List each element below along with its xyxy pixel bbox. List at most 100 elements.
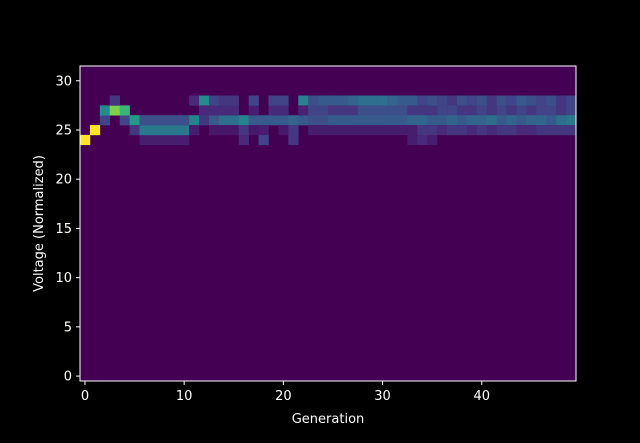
heatmap-cell [536,105,547,116]
heatmap-cell [347,115,359,126]
heatmap-cell [228,125,240,136]
heatmap-cell [417,134,428,146]
y-axis-label: Voltage (Normalized) [32,155,47,292]
heatmap-cell [337,115,349,126]
heatmap-cell [189,115,200,126]
heatmap-cell [238,115,249,126]
heatmap-cell [119,105,130,116]
heatmap-cell [208,115,220,126]
heatmap-cell [377,125,388,136]
heatmap-cell [318,105,329,116]
heatmap-cell [566,115,577,126]
heatmap-cell [208,105,220,116]
heatmap-cell [139,115,150,126]
heatmap-cell [278,105,289,116]
heatmap-cell [347,105,359,116]
heatmap-cell [149,115,160,126]
heatmap-cell [288,134,299,146]
heatmap-cell [556,105,567,116]
heatmap-cell [288,125,299,136]
heatmap-cell [546,125,557,136]
heatmap-cell [248,125,259,136]
heatmap-cell [159,125,170,136]
heatmap-cell [218,95,230,106]
heatmap-cell [89,125,101,136]
heatmap-cell [109,95,120,106]
heatmap-cell [258,125,269,136]
heatmap-cell [337,95,349,106]
heatmap-cell [506,115,517,126]
y-tick-label: 10 [55,271,72,286]
heatmap-cell [337,105,349,116]
heatmap-cell [397,115,408,126]
heatmap-cell [367,105,378,116]
heatmap-cell [377,95,388,106]
heatmap-cell [278,95,289,106]
heatmap-cell [367,125,378,136]
heatmap-cell [357,115,368,126]
heatmap-cell [228,105,240,116]
heatmap-cell [347,95,359,106]
heatmap-cell [456,95,468,106]
heatmap-cells [80,95,577,146]
heatmap-cell [238,125,249,136]
heatmap-cell [208,125,220,136]
heatmap-cell [496,115,507,126]
y-tick-label: 0 [64,370,72,385]
heatmap-cell [566,95,577,106]
heatmap-cell [357,125,368,136]
heatmap-cell [476,95,488,106]
heatmap-cell [199,115,210,126]
heatmap-cell [258,134,269,146]
heatmap-cell [248,105,259,116]
heatmap-cell [248,115,259,126]
x-axis-ticks: 0 10 20 30 40 [81,381,490,404]
heatmap-cell [318,115,329,126]
y-tick-label: 30 [55,74,72,89]
heatmap-cell [308,115,319,126]
heatmap-cell [506,105,517,116]
heatmap-cell [437,115,448,126]
heatmap-cell [129,115,140,126]
heatmap-cell [476,115,488,126]
heatmap-cell [199,95,210,106]
heatmap-cell [169,134,180,146]
heatmap-cell [357,105,368,116]
heatmap-cell [476,125,488,136]
heatmap-cell [516,125,527,136]
heatmap-cell [417,95,428,106]
heatmap-cell [566,105,577,116]
heatmap-cell [208,95,220,106]
heatmap-cell [248,95,259,106]
heatmap-cell [347,125,359,136]
heatmap-cell [407,105,418,116]
heatmap-cell [308,95,319,106]
heatmap-cell [546,95,557,106]
heatmap-cell [526,105,537,116]
heatmap-cell [427,134,438,146]
heatmap-cell [268,115,279,126]
heatmap-cell [397,95,408,106]
heatmap-cell [268,105,279,116]
heatmap-cell [169,115,180,126]
heatmap-cell [308,105,319,116]
heatmap-cell [476,105,488,116]
heatmap-cell [447,125,458,136]
heatmap-cell [526,125,537,136]
heatmap-cell [258,115,269,126]
y-tick-label: 15 [55,222,72,237]
heatmap-cell [367,115,378,126]
heatmap-cell [556,115,567,126]
heatmap-cell [298,95,309,106]
heatmap-cell [486,125,497,136]
heatmap-cell [417,125,428,136]
heatmap-cell [268,95,279,106]
heatmap-cell [417,115,428,126]
heatmap-cell [496,105,507,116]
heatmap-cell [109,105,120,116]
heatmap-cell [318,95,329,106]
heatmap-cell [506,125,517,136]
heatmap-cell [437,95,448,106]
heatmap-cell [407,95,418,106]
